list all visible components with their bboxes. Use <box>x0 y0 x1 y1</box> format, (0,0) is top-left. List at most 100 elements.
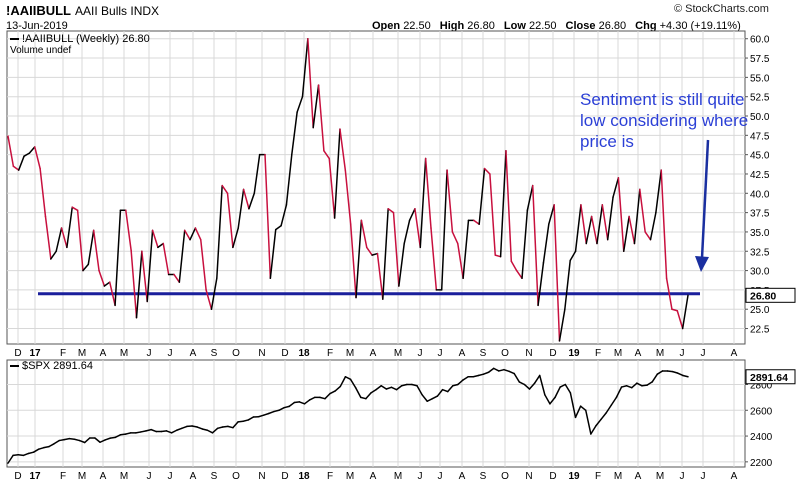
series-segment <box>462 219 470 280</box>
series-segment <box>170 429 178 434</box>
y-tick-label: 30.0 <box>750 267 770 278</box>
series-segment <box>472 374 480 378</box>
series-segment <box>7 135 15 167</box>
series-segment <box>553 204 561 342</box>
series-segment <box>651 373 659 383</box>
x-tick-label: A <box>190 348 197 359</box>
series-segment <box>296 95 304 113</box>
series-segment <box>446 169 454 233</box>
series-segment <box>419 157 427 249</box>
series-segment <box>48 443 55 448</box>
series-segment <box>499 150 507 258</box>
series-segment <box>349 378 357 389</box>
series-segment <box>446 385 454 393</box>
series-segment <box>66 206 74 249</box>
series-segment <box>71 206 79 212</box>
series-segment <box>649 211 657 241</box>
x-tick-label: F <box>595 471 601 482</box>
stockcharts-logo[interactable]: © StockCharts.com <box>674 3 769 15</box>
series-segment <box>165 430 173 434</box>
series-segment <box>324 392 331 400</box>
series-segment <box>398 242 405 287</box>
y-tick-label: 52.5 <box>750 93 770 104</box>
series-segment <box>510 260 518 272</box>
series-segment <box>416 385 423 396</box>
series-segment <box>58 438 65 442</box>
series-segment <box>319 396 326 400</box>
x-tick-label: A <box>190 471 197 482</box>
x-tick-label: D <box>14 348 21 359</box>
x-tick-label: N <box>258 471 265 482</box>
x-tick-label: O <box>232 348 240 359</box>
series-segment <box>194 227 202 241</box>
series-segment <box>414 208 422 249</box>
y-tick-label: 55.0 <box>750 73 770 84</box>
series-segment <box>135 431 142 434</box>
x-tick-label: S <box>480 471 487 482</box>
series-segment <box>248 192 256 210</box>
series-segment <box>441 388 449 393</box>
series-segment <box>333 128 341 219</box>
x-tick-label: M <box>78 471 86 482</box>
series-segment <box>631 382 638 389</box>
series-segment <box>477 373 485 377</box>
x-tick-label: N <box>525 471 532 482</box>
x-tick-label: J <box>680 348 685 359</box>
series-segment <box>317 84 325 152</box>
low-value: 22.50 <box>528 20 557 32</box>
series-segment <box>288 401 296 408</box>
series-segment <box>375 385 382 391</box>
x-tick-label: J <box>418 348 423 359</box>
series-segment <box>221 184 229 195</box>
series-segment <box>12 165 20 171</box>
x-tick-label: O <box>232 471 240 482</box>
series-segment <box>403 219 411 245</box>
sentiment-annotation: Sentiment is still quite low considering… <box>580 90 749 151</box>
x-tick-label: M <box>614 348 622 359</box>
series-segment <box>22 452 30 457</box>
series-segment <box>28 146 36 154</box>
series-segment <box>226 192 234 249</box>
series-segment <box>360 219 368 249</box>
series-segment <box>537 262 545 307</box>
series-segment <box>622 215 630 253</box>
x-tick-label: M <box>120 348 128 359</box>
x-tick-label: M <box>346 348 354 359</box>
aaii-legend: !AAIIBULL (Weekly) 26.80 <box>10 33 150 45</box>
x-tick-label: J <box>701 348 706 359</box>
plot-area <box>6 359 746 468</box>
high-value: 26.80 <box>467 20 495 32</box>
series-segment <box>237 188 245 229</box>
series-segment <box>92 229 100 272</box>
series-segment <box>175 427 183 432</box>
series-segment <box>339 376 347 388</box>
series-segment <box>200 238 207 291</box>
x-tick-label: S <box>211 348 218 359</box>
x-tick-label: A <box>370 348 377 359</box>
series-segment <box>173 273 181 283</box>
series-segment <box>76 209 84 272</box>
series-segment <box>610 396 618 406</box>
series-segment <box>584 409 592 435</box>
y-tick-label: 35.0 <box>750 228 770 239</box>
series-segment <box>124 432 132 435</box>
x-tick-label: D <box>549 471 556 482</box>
series-segment <box>371 252 379 256</box>
y-tick-label: 47.5 <box>750 131 770 142</box>
series-segment <box>68 437 76 441</box>
quote-date: 13-Jun-2019 <box>6 20 68 32</box>
series-segment <box>365 392 372 400</box>
series-segment <box>99 439 106 443</box>
series-segment <box>655 169 662 214</box>
series-segment <box>666 370 674 373</box>
series-segment <box>60 227 68 249</box>
series-segment <box>548 204 555 225</box>
y-tick-label: 37.5 <box>750 209 770 220</box>
x-tick-label: F <box>327 348 333 359</box>
series-segment <box>334 385 342 392</box>
series-segment <box>183 229 191 241</box>
series-segment <box>628 215 636 245</box>
series-segment <box>344 169 352 225</box>
x-tick-label: 18 <box>298 471 310 482</box>
series-segment <box>39 167 47 218</box>
